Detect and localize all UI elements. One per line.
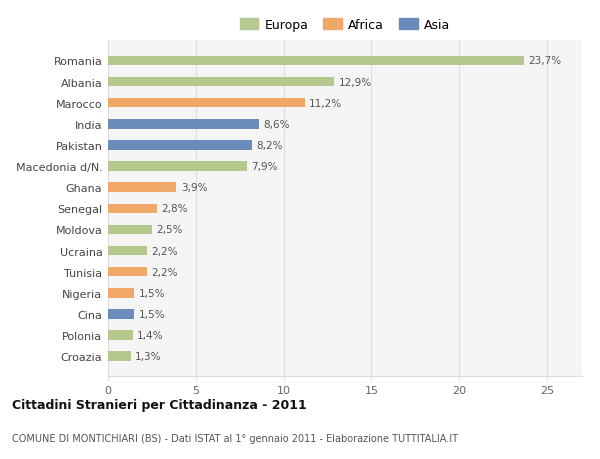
Text: COMUNE DI MONTICHIARI (BS) - Dati ISTAT al 1° gennaio 2011 - Elaborazione TUTTIT: COMUNE DI MONTICHIARI (BS) - Dati ISTAT … [12, 433, 458, 442]
Text: 1,3%: 1,3% [135, 352, 162, 361]
Text: 12,9%: 12,9% [339, 78, 372, 87]
Text: 1,5%: 1,5% [139, 288, 165, 298]
Text: 8,2%: 8,2% [256, 140, 283, 151]
Text: Cittadini Stranieri per Cittadinanza - 2011: Cittadini Stranieri per Cittadinanza - 2… [12, 398, 307, 412]
Text: 2,5%: 2,5% [156, 225, 183, 235]
Text: 3,9%: 3,9% [181, 183, 208, 193]
Text: 2,8%: 2,8% [161, 204, 188, 214]
Bar [108, 99, 305, 108]
Text: 11,2%: 11,2% [309, 98, 342, 108]
Text: 1,4%: 1,4% [137, 330, 163, 340]
Legend: Europa, Africa, Asia: Europa, Africa, Asia [235, 14, 455, 37]
Bar [108, 183, 176, 192]
Bar [108, 267, 146, 277]
Text: 7,9%: 7,9% [251, 162, 278, 172]
Bar [108, 246, 146, 256]
Text: 2,2%: 2,2% [151, 246, 178, 256]
Bar [108, 141, 252, 151]
Bar [108, 330, 133, 340]
Text: 2,2%: 2,2% [151, 267, 178, 277]
Bar [108, 352, 131, 361]
Bar [108, 225, 152, 235]
Text: 1,5%: 1,5% [139, 309, 165, 319]
Bar [108, 204, 157, 213]
Bar [108, 288, 134, 298]
Bar [108, 309, 134, 319]
Bar [108, 56, 524, 66]
Bar [108, 120, 259, 129]
Bar [108, 162, 247, 171]
Text: 8,6%: 8,6% [263, 119, 290, 129]
Bar [108, 78, 334, 87]
Text: 23,7%: 23,7% [529, 56, 562, 66]
